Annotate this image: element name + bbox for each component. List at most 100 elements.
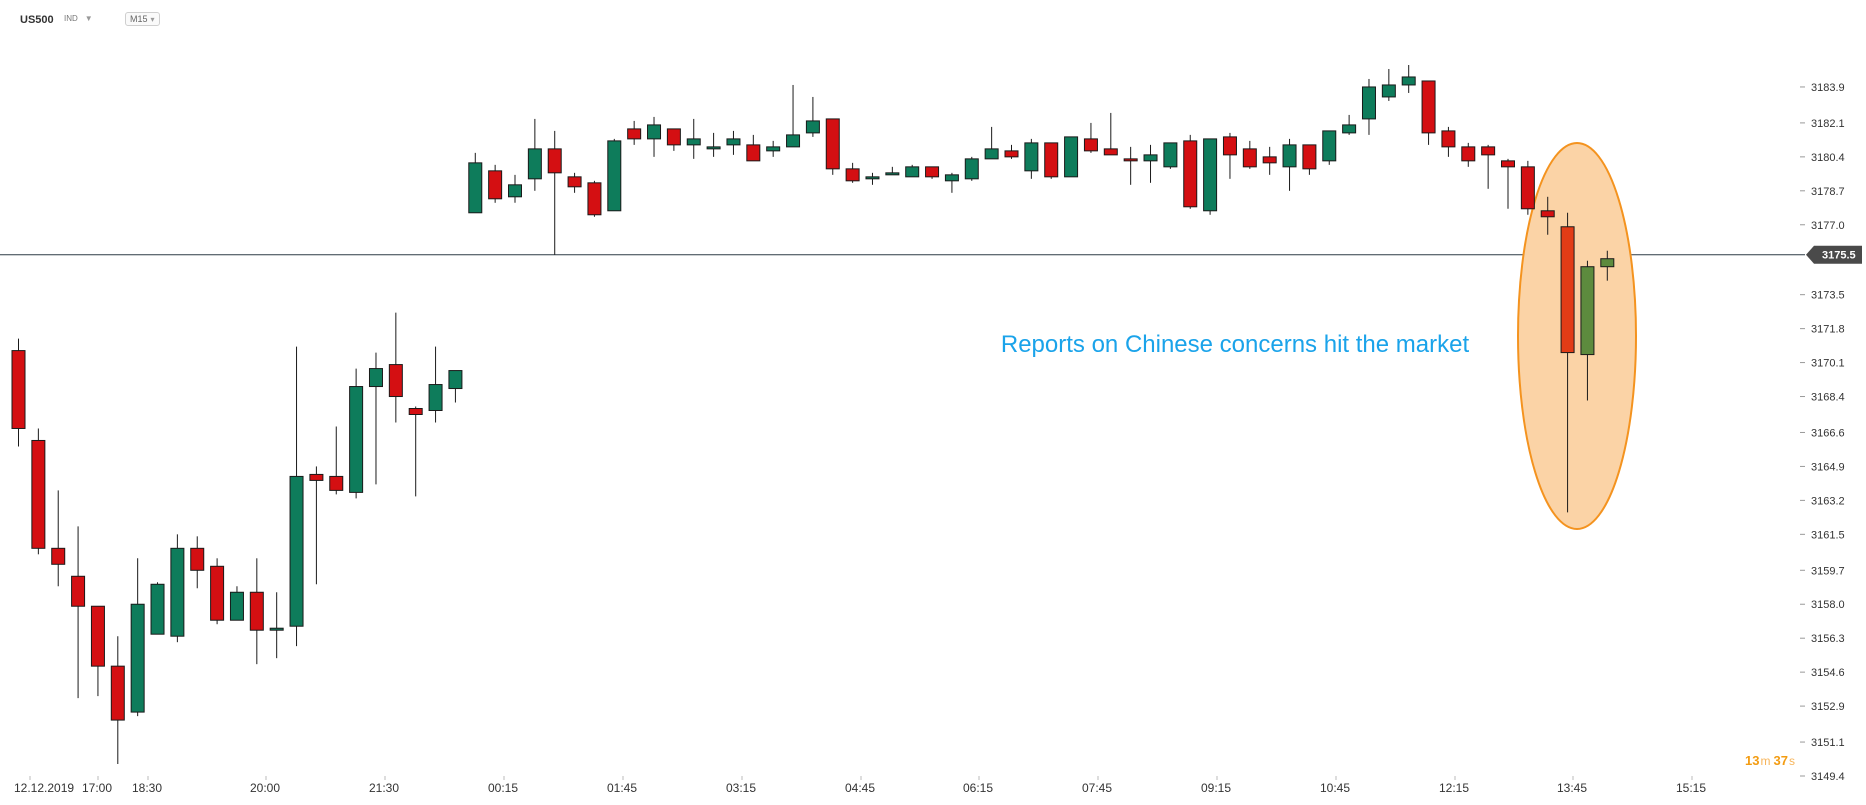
candle-body [1381, 84, 1396, 98]
candle-body [1481, 146, 1496, 156]
candle-body [289, 475, 304, 627]
candle-body [329, 475, 344, 491]
candle-body [726, 138, 741, 146]
candle [587, 180, 602, 217]
price-tick-label: 3164.9 [1811, 461, 1845, 473]
candle [1163, 142, 1178, 169]
price-tick-label: 3170.1 [1811, 358, 1845, 370]
time-tick-label: 10:45 [1320, 781, 1350, 795]
candle-body [865, 176, 880, 180]
candle [607, 138, 622, 212]
price-tick-label: 3159.7 [1811, 565, 1845, 577]
candle-body [766, 146, 781, 152]
candle-body [51, 547, 66, 565]
candle-body [1600, 258, 1615, 268]
candle-body [925, 166, 940, 178]
candle [1083, 122, 1098, 153]
price-tick-label: 3161.5 [1811, 529, 1845, 541]
candles [11, 64, 1615, 765]
symbol-label[interactable]: US500 [20, 14, 54, 26]
instrument-type[interactable]: IND ▼ [64, 14, 93, 23]
candle-body [90, 605, 105, 667]
candle [428, 346, 443, 423]
candle [1401, 64, 1416, 93]
candle [1501, 158, 1515, 209]
time-tick-label: 17:00 [82, 781, 112, 795]
candle [150, 582, 165, 635]
candle [1461, 142, 1476, 167]
candle-body [1203, 138, 1218, 212]
candle-body [508, 184, 522, 198]
candle [1600, 250, 1615, 281]
candle-body [1064, 136, 1079, 178]
candle-body [1501, 160, 1515, 168]
candle-body [1302, 144, 1317, 170]
candle-body [944, 174, 959, 182]
candle-body [905, 166, 920, 178]
candle [1103, 112, 1118, 156]
time-tick-label: 12:15 [1439, 781, 1469, 795]
candle [71, 526, 86, 699]
time-tick-label: 21:30 [369, 781, 399, 795]
candle-body [1083, 138, 1098, 152]
candle-body [1342, 124, 1357, 134]
candle-body [190, 547, 205, 571]
candle-body [527, 148, 542, 180]
candle-body [805, 120, 820, 134]
candle [229, 586, 244, 621]
candle-body [1222, 136, 1237, 156]
candle [567, 172, 582, 193]
time-tick-label: 09:15 [1201, 781, 1231, 795]
candle [1361, 78, 1376, 135]
candle [984, 126, 999, 160]
candle [90, 605, 105, 697]
candle-body [1004, 150, 1019, 158]
candle-body [984, 148, 999, 160]
candle [1123, 146, 1138, 185]
time-tick-label: 18:30 [132, 781, 162, 795]
candle-body [71, 575, 86, 607]
candle-body [1024, 142, 1039, 172]
candle-body [1560, 226, 1575, 354]
candle [666, 128, 681, 151]
timeframe-select[interactable]: M15 ▾ [125, 12, 160, 26]
price-tick-label: 3178.7 [1811, 186, 1845, 198]
candle-body [1163, 142, 1178, 168]
candle-body [1580, 266, 1595, 356]
candle [706, 132, 721, 157]
candle-body [666, 128, 681, 146]
candle [825, 118, 840, 175]
price-tick-label: 3151.1 [1811, 737, 1845, 749]
time-tick-label: 04:45 [845, 781, 875, 795]
candle-body [31, 439, 46, 549]
candle [508, 174, 522, 203]
candle-body [567, 176, 582, 188]
price-axis: 3183.9 3182.1 3180.4 3178.7 3177.0 3173.5 3171… [1800, 82, 1845, 783]
candle-body [686, 138, 701, 146]
candle-body [607, 140, 622, 212]
price-tick-label: 3149.4 [1811, 771, 1845, 783]
price-tick-label: 3168.4 [1811, 392, 1845, 404]
candle-body [786, 134, 801, 148]
current-price-label: 3175.5 [1806, 245, 1862, 264]
candle [1064, 136, 1079, 178]
candle-body [249, 591, 264, 631]
candle [1342, 114, 1357, 135]
candle-body [1441, 130, 1456, 148]
candle [1381, 68, 1396, 101]
candle-body [547, 148, 562, 174]
candle [786, 84, 801, 148]
candle [448, 370, 463, 403]
candle [408, 406, 423, 497]
chevron-down-icon: ▼ [84, 14, 93, 23]
candle-body [349, 386, 364, 493]
current-price-value: 3175.5 [1822, 250, 1856, 262]
candle-body [1242, 148, 1257, 168]
candle-body [647, 124, 662, 140]
annotation-text: Reports on Chinese concerns hit the mark… [1001, 331, 1470, 358]
candle [110, 636, 125, 765]
candle [1560, 212, 1575, 513]
candle [964, 156, 979, 181]
candle [488, 164, 503, 203]
